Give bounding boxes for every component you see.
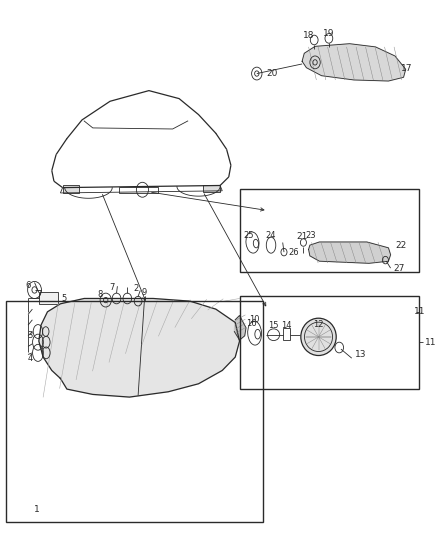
Text: 5: 5 [61, 294, 67, 303]
Bar [203, 185, 220, 192]
Bar [7, 301, 263, 522]
Text: 9: 9 [142, 288, 147, 296]
Polygon shape [39, 298, 240, 397]
Text: 7: 7 [110, 284, 115, 292]
Text: 18: 18 [303, 31, 314, 39]
Text: 4: 4 [28, 354, 33, 362]
Text: 16: 16 [246, 319, 257, 328]
Text: 8: 8 [97, 290, 102, 299]
Text: 2: 2 [133, 285, 138, 293]
Text: 11: 11 [425, 338, 437, 346]
Bar [63, 185, 79, 193]
Polygon shape [302, 44, 406, 81]
Text: 1: 1 [34, 505, 39, 513]
Text: 10: 10 [250, 316, 260, 324]
Bar [283, 328, 290, 340]
Text: 27: 27 [394, 264, 405, 272]
Text: 22: 22 [395, 241, 406, 249]
Polygon shape [234, 316, 246, 340]
Ellipse shape [301, 318, 336, 356]
Text: 6: 6 [25, 281, 31, 289]
Text: 20: 20 [266, 69, 278, 78]
Text: 14: 14 [281, 321, 292, 329]
Text: 12: 12 [313, 320, 324, 328]
Bar [39, 292, 58, 304]
Text: 25: 25 [244, 231, 254, 240]
Polygon shape [309, 242, 391, 263]
Text: 21: 21 [297, 232, 308, 240]
Bar [240, 189, 419, 272]
Text: 19: 19 [323, 29, 335, 38]
Text: 17: 17 [401, 64, 412, 72]
Text: 15: 15 [268, 321, 279, 329]
Text: 24: 24 [266, 231, 276, 240]
Text: 3: 3 [28, 332, 33, 340]
Text: 26: 26 [288, 248, 299, 256]
Bar [240, 296, 419, 389]
Text: 23: 23 [305, 231, 316, 240]
Bar [119, 187, 158, 193]
Text: 11: 11 [414, 308, 426, 316]
Text: 13: 13 [355, 350, 367, 359]
